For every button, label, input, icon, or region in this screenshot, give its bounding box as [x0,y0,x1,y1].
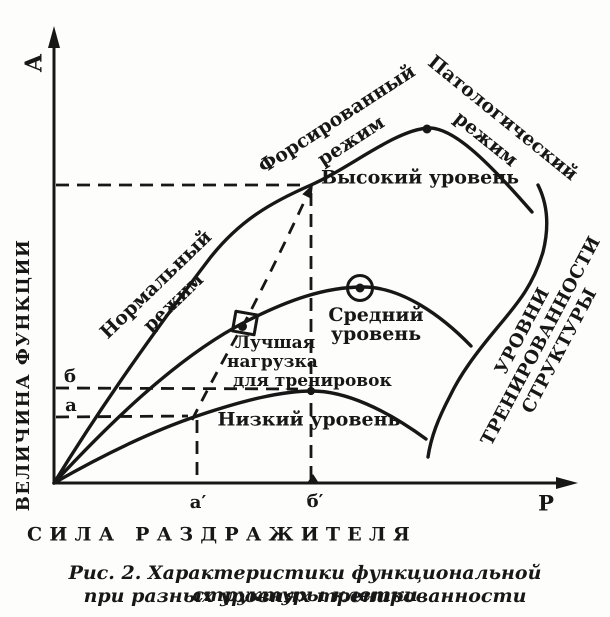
best-load-square-marker [230,309,260,337]
best-load-line2: нагрузка [227,352,318,372]
x-axis-end-label: Р [538,490,554,516]
x-tick-a-prime: а′ [189,492,207,513]
y-tick-b: б [63,366,77,387]
figure-caption-line2: при разных уровнях тренированности [83,585,527,607]
x-axis-title: СИЛА РАЗДРАЖИТЕЛЯ [27,523,417,546]
middle-level-label: Средний уровень [328,306,423,344]
curve-low-level [52,389,428,485]
b-prime-triangle-marker [306,474,320,484]
x-tick-b-prime: б′ [306,491,324,512]
middle-level-dot-marker [355,283,365,293]
high-level-point-marker [422,124,432,134]
best-load-line1: Лучшая [235,333,316,353]
best-load-label: Лучшая нагрузка для тренировок [227,334,392,391]
curve-structure-levels-envelope [426,183,549,459]
y-tick-a: а [65,395,77,416]
middle-level-line1: Средний [328,304,424,326]
low-level-point-marker [307,387,315,395]
figure-caption-line1: Рис. 2. Характеристики функциональной ст… [68,562,542,606]
low-level-label: Низкий уровень [217,408,401,431]
y-axis-end-label: А [20,53,48,73]
trajectory-arrowhead-icon [302,184,313,199]
dashed-line-b [55,386,299,391]
curve-middle-level [52,285,473,485]
best-load-dot-marker [238,322,247,331]
y-axis-arrowhead-icon [48,26,60,48]
middle-level-circle-marker [346,274,374,302]
dashed-line-a [55,414,189,419]
curve-high-level [52,126,534,485]
middle-level-line2: уровень [330,323,422,345]
x-axis-arrowhead-icon [556,477,578,489]
best-load-line3: для тренировок [233,371,392,391]
high-level-label: Высокий уровень [320,166,520,189]
y-axis-title: ВЕЛИЧИНА ФУНКЦИИ [13,238,34,512]
